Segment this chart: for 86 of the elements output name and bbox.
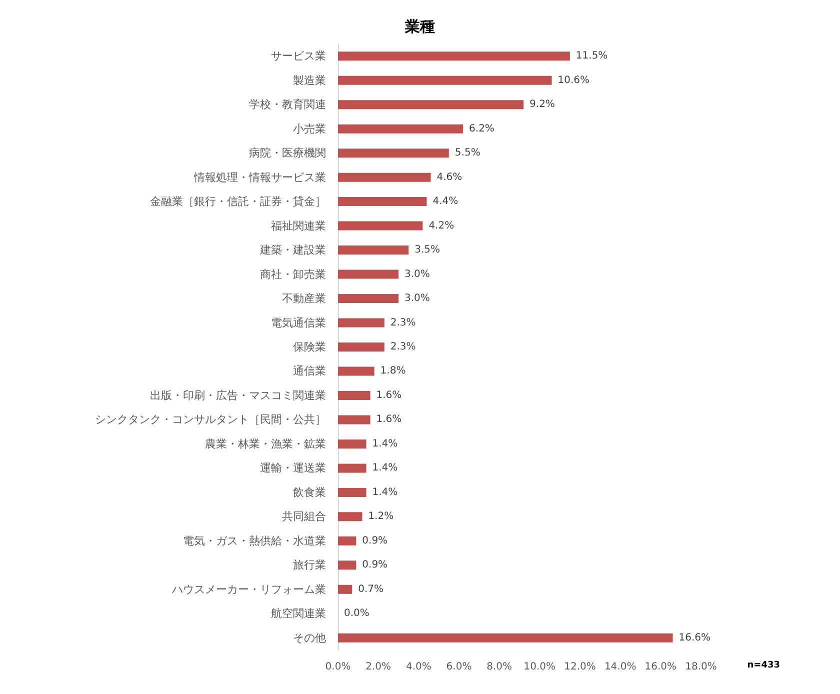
chart-title: 業種 xyxy=(404,18,435,36)
y-tick-label: サービス業 xyxy=(271,50,326,63)
y-tick-label: 学校・教育関連 xyxy=(249,98,326,112)
y-tick-label: 飲食業 xyxy=(293,486,326,499)
bar xyxy=(338,342,384,352)
x-tick-label: 2.0% xyxy=(366,662,392,672)
bar xyxy=(338,172,431,182)
y-tick-label: シンクタンク・コンサルタント［民間・公共］ xyxy=(95,413,326,426)
x-tick-label: 18.0% xyxy=(685,662,717,672)
bar xyxy=(338,246,409,255)
y-tick-label: 通信業 xyxy=(293,364,326,378)
y-tick-label: 小売業 xyxy=(293,122,326,136)
y-tick-label: 電気通信業 xyxy=(271,316,326,330)
data-label: 1.2% xyxy=(368,511,394,522)
y-tick-label: 共同組合 xyxy=(282,510,326,524)
bar xyxy=(338,415,370,424)
y-tick-label: 運輸・運送業 xyxy=(260,462,326,475)
bar xyxy=(338,512,362,522)
y-tick-label: 金融業［銀行・信託・証券・貸金］ xyxy=(150,195,326,208)
data-label: 2.3% xyxy=(390,317,416,328)
bar xyxy=(338,148,449,158)
bar xyxy=(338,536,356,546)
data-label: 1.4% xyxy=(372,438,398,450)
data-label: 4.2% xyxy=(428,220,454,232)
bar xyxy=(338,76,552,85)
bar xyxy=(338,318,384,328)
x-tick-label: 4.0% xyxy=(406,662,432,672)
data-label: 0.9% xyxy=(362,535,388,546)
data-label: 6.2% xyxy=(469,123,494,134)
data-label: 1.6% xyxy=(376,414,402,426)
data-label: 1.8% xyxy=(380,366,406,377)
x-tick-label: 0.0% xyxy=(325,662,351,672)
bar xyxy=(338,488,366,497)
y-tick-label: 電気・ガス・熱供給・水道業 xyxy=(183,534,326,548)
y-tick-label: 保険業 xyxy=(293,340,326,354)
data-label: 0.0% xyxy=(344,608,370,620)
bar xyxy=(338,270,398,279)
y-tick-label: 旅行業 xyxy=(293,558,326,572)
data-label: 16.6% xyxy=(678,632,711,644)
x-tick-label: 8.0% xyxy=(486,662,512,672)
data-label: 9.2% xyxy=(530,99,555,110)
data-label: 1.6% xyxy=(376,390,402,401)
data-label: 0.9% xyxy=(362,560,388,571)
x-tick-label: 16.0% xyxy=(644,662,677,672)
y-tick-label: 福祉関連業 xyxy=(271,219,326,232)
x-tick-label: 6.0% xyxy=(446,662,472,672)
y-tick-label: 航空関連業 xyxy=(271,607,326,620)
data-label: 3.5% xyxy=(414,244,440,256)
data-label: 11.5% xyxy=(576,50,608,62)
bar xyxy=(338,584,352,594)
data-label: 3.0% xyxy=(404,268,430,280)
y-tick-label: 病院・医療機関 xyxy=(249,146,326,160)
bar xyxy=(338,294,398,304)
y-tick-label: 不動産業 xyxy=(282,292,326,306)
bar xyxy=(338,124,464,134)
bar xyxy=(338,221,423,230)
data-label: 4.4% xyxy=(432,196,458,208)
x-tick-label: 12.0% xyxy=(564,662,596,672)
x-tick-label: 14.0% xyxy=(604,662,636,672)
bar xyxy=(338,633,673,642)
y-tick-label: その他 xyxy=(293,631,326,644)
data-label: 1.4% xyxy=(372,486,398,498)
y-tick-label: 製造業 xyxy=(293,74,326,87)
bar xyxy=(338,390,370,400)
y-tick-label: 情報処理・情報サービス業 xyxy=(193,170,326,184)
bar xyxy=(338,366,374,376)
data-label: 4.6% xyxy=(436,172,462,183)
data-label: 2.3% xyxy=(390,342,416,352)
y-tick-label: 建築・建設業 xyxy=(259,244,326,257)
bar xyxy=(338,464,366,473)
y-tick-label: 農業・林業・漁業・鉱業 xyxy=(205,437,326,450)
data-label: 3.0% xyxy=(404,293,430,304)
bar xyxy=(338,560,356,570)
y-tick-label: 出版・印刷・広告・マスコミ関連業 xyxy=(150,388,326,402)
data-label: 10.6% xyxy=(558,74,590,86)
y-tick-label: 商社・卸売業 xyxy=(260,268,326,281)
y-tick-label: ハウスメーカー・リフォーム業 xyxy=(171,582,326,596)
text: n=433 xyxy=(747,660,780,670)
data-label: 0.7% xyxy=(358,584,384,595)
data-label: 5.5% xyxy=(454,148,480,159)
x-tick-label: 10.0% xyxy=(524,662,556,672)
bar xyxy=(338,100,524,110)
data-label: 1.4% xyxy=(372,462,398,474)
bar xyxy=(338,52,570,61)
bar xyxy=(338,439,366,448)
bar xyxy=(338,197,427,206)
